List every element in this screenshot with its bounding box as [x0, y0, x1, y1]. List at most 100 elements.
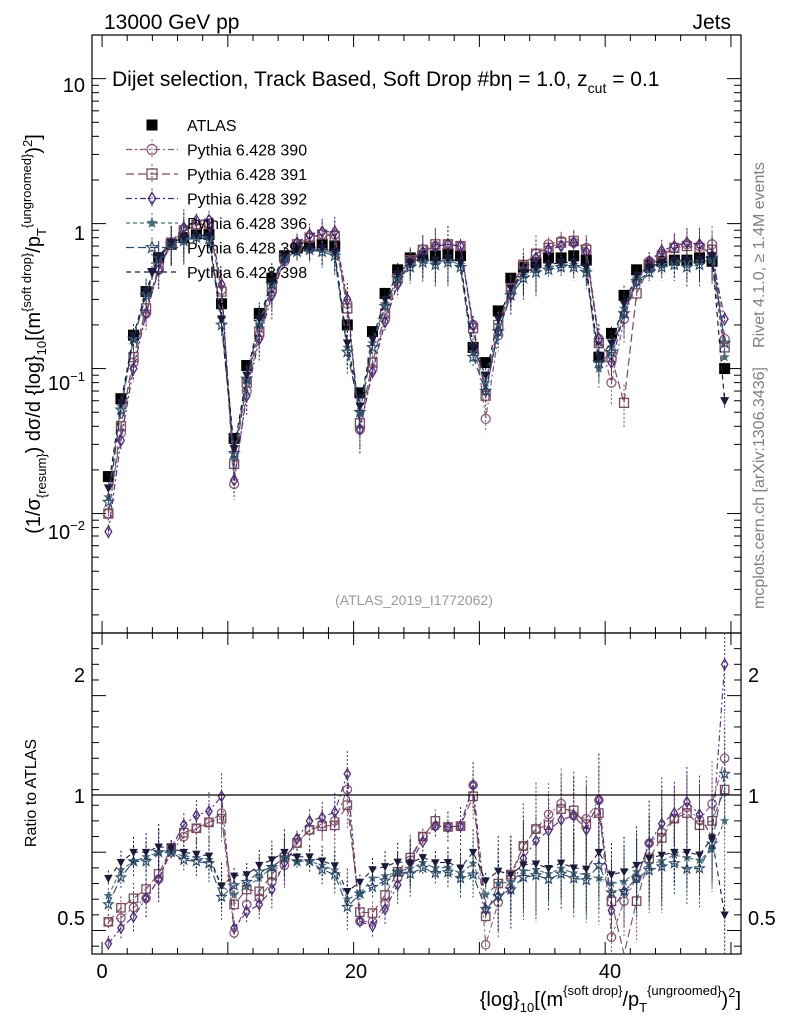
- ratio-point-pythia-6-428-398: [519, 861, 528, 870]
- point-pythia-6-428-398: [443, 254, 453, 263]
- point-pythia-6-428-398: [544, 261, 554, 270]
- ratio-point-pythia-6-428-398: [267, 856, 277, 865]
- point-pythia-6-428-398: [694, 255, 704, 264]
- ratio-point-pythia-6-428-390: [342, 784, 353, 795]
- ratio-point-pythia-6-428-392: [695, 808, 704, 821]
- main-ylabel: (1/σ{resum}) dσ/d {log}10[(m{soft drop}/…: [19, 134, 49, 534]
- ratio-series-group: [102, 633, 731, 955]
- point-pythia-6-428-398: [267, 277, 277, 287]
- xtick-label-20: 20: [345, 961, 367, 983]
- point-pythia-6-428-398: [191, 230, 201, 240]
- ratio-point-pythia-6-428-398: [154, 843, 163, 852]
- point-pythia-6-428-392: [544, 243, 553, 257]
- ratio-point-pythia-6-428-396: [241, 881, 252, 891]
- legend-marker-atlas: [146, 119, 158, 131]
- ratio-point-pythia-6-428-398: [632, 861, 641, 870]
- ratio-point-pythia-6-428-392: [594, 793, 603, 807]
- point-pythia-6-428-392: [229, 473, 239, 487]
- ratio-plot-frame: [91, 632, 742, 955]
- ratio-point-pythia-6-428-397: [479, 902, 493, 915]
- point-pythia-6-428-397: [617, 306, 631, 320]
- point-atlas: [379, 287, 391, 299]
- ratio-point-pythia-6-428-398: [217, 882, 226, 891]
- series-pythia-6-428-391: [103, 212, 730, 522]
- header-right: Jets: [692, 11, 731, 34]
- ratio-point-pythia-6-428-398: [619, 868, 629, 877]
- ratio-point-pythia-6-428-397: [102, 897, 115, 910]
- ratio-point-pythia-6-428-398: [380, 863, 390, 872]
- ratio-point-pythia-6-428-398: [657, 851, 666, 860]
- ratio-point-pythia-6-428-391: [480, 911, 491, 922]
- ratio-point-pythia-6-428-391: [204, 817, 214, 828]
- ratio-point-pythia-6-428-396: [229, 889, 239, 899]
- main-series-group: [101, 209, 732, 540]
- ratio-point-pythia-6-428-398: [292, 853, 302, 862]
- point-pythia-6-428-398: [581, 263, 591, 273]
- ratio-point-pythia-6-428-392: [343, 767, 352, 781]
- point-pythia-6-428-398: [279, 252, 289, 261]
- ratio-point-pythia-6-428-397: [605, 885, 618, 898]
- point-pythia-6-428-398: [430, 256, 440, 266]
- point-pythia-6-428-397: [265, 277, 279, 291]
- legend-marker-pythia-6-428-392: [147, 191, 157, 206]
- legend-entry-pythia-6-428-391: Pythia 6.428 391: [126, 164, 307, 184]
- point-pythia-6-428-392: [116, 433, 126, 447]
- point-pythia-6-428-398: [468, 343, 478, 353]
- ytick-label-1e-1: 10−1: [48, 369, 85, 395]
- point-pythia-6-428-398: [355, 402, 365, 412]
- ratio-point-pythia-6-428-397: [429, 866, 442, 879]
- ratio-point-pythia-6-428-396: [480, 889, 491, 899]
- point-pythia-6-428-392: [141, 306, 151, 321]
- ratio-ytick-2-left: 2: [74, 665, 85, 687]
- point-pythia-6-428-398: [456, 258, 466, 268]
- legend-entry-pythia-6-428-392: Pythia 6.428 392: [126, 188, 307, 209]
- ratio-point-pythia-6-428-398: [343, 888, 352, 896]
- ratio-point-pythia-6-428-398: [569, 864, 578, 873]
- ratio-point-pythia-6-428-392: [242, 905, 251, 919]
- point-atlas: [216, 298, 228, 310]
- point-pythia-6-428-397: [567, 260, 581, 273]
- ratio-point-pythia-6-428-397: [705, 837, 719, 850]
- point-pythia-6-428-398: [141, 287, 151, 297]
- ratio-xlabel: {log}10[(m{soft drop}/pT{ungroomed})2]: [480, 983, 741, 1015]
- ratio-point-pythia-6-428-392: [104, 937, 113, 950]
- ratio-point-pythia-6-428-397: [139, 854, 153, 867]
- ytick-label-1: 1: [74, 223, 85, 245]
- title-tail: = 0.1: [606, 68, 659, 91]
- ratio-point-pythia-6-428-392: [255, 898, 264, 911]
- ratio-point-pythia-6-428-398: [104, 874, 113, 883]
- legend: ATLAS Pythia 6.428 390 Pythia 6.428 391 Pyt…: [126, 118, 307, 282]
- point-pythia-6-428-398: [405, 258, 415, 268]
- ratio-point-pythia-6-428-391: [116, 902, 126, 913]
- ratio-point-pythia-6-428-397: [378, 874, 392, 887]
- ratio-point-pythia-6-428-396: [594, 873, 604, 883]
- series-line-pythia-6-428-397: [107, 237, 726, 503]
- point-pythia-6-428-398: [506, 284, 516, 293]
- ratio-point-pythia-6-428-391: [367, 908, 378, 918]
- ratio-point-pythia-6-428-392: [179, 818, 188, 832]
- point-pythia-6-428-397: [453, 260, 468, 273]
- ratio-point-pythia-6-428-392: [469, 778, 478, 792]
- ratio-point-pythia-6-428-398: [406, 859, 415, 868]
- point-pythia-6-428-398: [166, 238, 176, 248]
- legend-entry-atlas: ATLAS: [146, 118, 237, 135]
- ratio-point-pythia-6-428-398: [456, 864, 465, 873]
- ratio-point-pythia-6-428-398: [707, 834, 717, 843]
- ratio-point-pythia-6-428-392: [154, 872, 163, 886]
- ratio-point-pythia-6-428-398: [116, 858, 126, 867]
- legend-entry-pythia-6-428-396: Pythia 6.428 396: [126, 213, 307, 233]
- ratio-point-pythia-6-428-396: [719, 815, 730, 825]
- point-pythia-6-428-397: [365, 340, 380, 354]
- point-pythia-6-428-392: [104, 525, 113, 539]
- ratio-point-pythia-6-428-390: [719, 753, 730, 764]
- ratio-ytick-labels: 0.5 1 2 0.5 1 2: [57, 665, 776, 930]
- ratio-series-pythia-6-428-398: [104, 795, 729, 954]
- ratio-point-pythia-6-428-397: [366, 880, 379, 893]
- point-pythia-6-428-397: [541, 262, 556, 276]
- point-pythia-6-428-397: [114, 402, 128, 416]
- ratio-point-pythia-6-428-391: [342, 800, 353, 811]
- point-pythia-6-428-398: [292, 246, 302, 255]
- point-atlas: [366, 326, 378, 338]
- ratio-line-pythia-6-428-397: [107, 773, 726, 911]
- ratio-point-pythia-6-428-397: [127, 854, 140, 867]
